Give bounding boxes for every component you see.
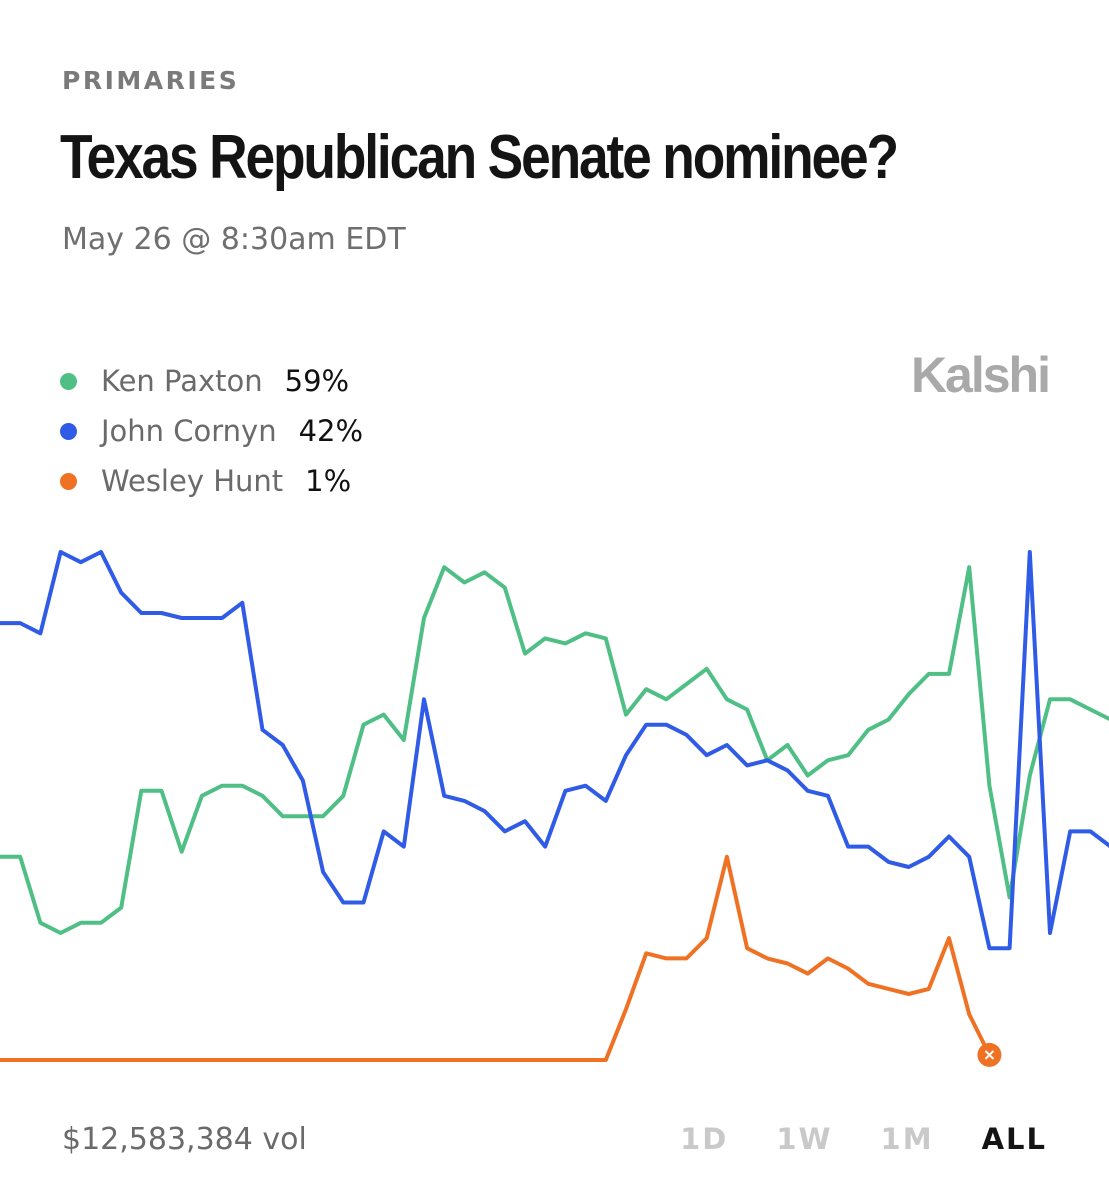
cornyn-dot-icon xyxy=(60,422,77,440)
hunt-dot-icon xyxy=(60,472,77,490)
legend-name: John Cornyn xyxy=(101,414,277,448)
series-line-john-cornyn xyxy=(0,550,1109,951)
legend-item-paxton[interactable]: Ken Paxton 59% xyxy=(60,356,363,406)
category-label: PRIMARIES xyxy=(62,66,240,95)
series-line-ken-paxton xyxy=(0,565,1109,935)
legend-name: Ken Paxton xyxy=(101,364,263,398)
legend-item-hunt[interactable]: Wesley Hunt 1% xyxy=(60,456,363,506)
series-line-wesley-hunt xyxy=(0,854,992,1062)
range-1d-button[interactable]: 1D xyxy=(680,1122,729,1156)
event-date: May 26 @ 8:30am EDT xyxy=(62,222,406,257)
legend-value: 1% xyxy=(305,464,352,498)
legend-value: 59% xyxy=(284,364,350,398)
legend-item-cornyn[interactable]: John Cornyn 42% xyxy=(60,406,363,456)
range-all-button[interactable]: ALL xyxy=(981,1122,1047,1156)
range-1w-button[interactable]: 1W xyxy=(776,1122,833,1156)
paxton-dot-icon xyxy=(60,372,77,390)
page-title: Texas Republican Senate nominee? xyxy=(60,123,899,192)
range-1m-button[interactable]: 1M xyxy=(880,1122,934,1156)
kalshi-logo: Kalshi xyxy=(910,347,1051,403)
volume-text: $12,583,384 vol xyxy=(62,1122,307,1157)
close-x-icon xyxy=(984,1050,995,1060)
price-chart xyxy=(0,550,1109,1067)
range-selector: 1D 1W 1M ALL xyxy=(632,1122,1047,1156)
legend: Ken Paxton 59% John Cornyn 42% Wesley Hu… xyxy=(60,356,363,506)
legend-name: Wesley Hunt xyxy=(101,464,284,498)
legend-value: 42% xyxy=(298,414,364,448)
